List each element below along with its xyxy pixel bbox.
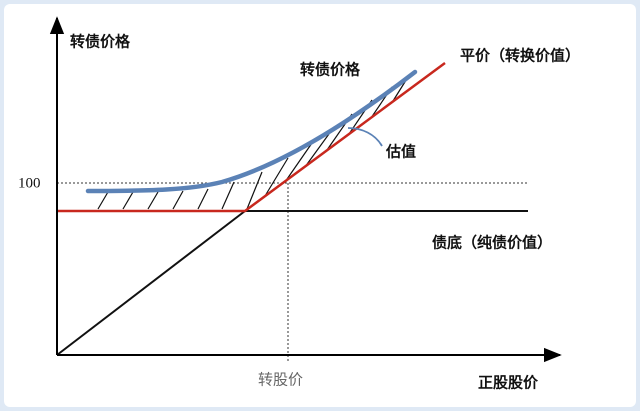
y-axis-label: 转债价格: [70, 33, 131, 51]
hatching: [97, 76, 409, 210]
parity-label: 平价（转换价值）: [460, 47, 580, 65]
floor-parity-line: [57, 61, 446, 213]
x-axis-label: 正股股价: [478, 374, 539, 392]
curve-label: 转债价格: [300, 61, 361, 79]
y-tick-label: 100: [18, 175, 41, 191]
panel: [4, 4, 636, 407]
conversion-price-label: 转股价: [258, 371, 303, 389]
bond-floor-label: 债底（纯债价值）: [432, 234, 552, 252]
annotation-pointer: [347, 127, 383, 147]
valuation-label: 估值: [385, 143, 416, 161]
valuation-curve: [85, 69, 418, 194]
parity-line: [56, 210, 246, 356]
